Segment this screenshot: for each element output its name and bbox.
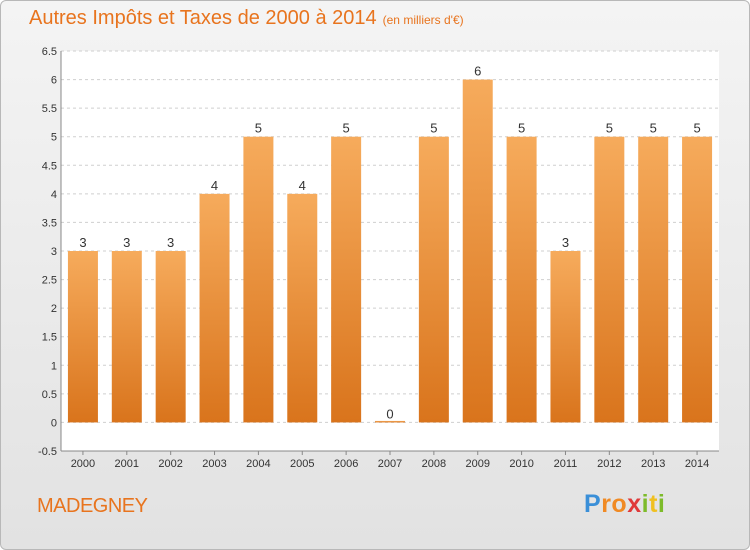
x-tick-label: 2013	[641, 458, 665, 470]
logo-letter: i	[657, 490, 666, 518]
x-tick-label: 2008	[422, 458, 446, 470]
x-tick-label: 2009	[465, 458, 489, 470]
bar	[287, 193, 318, 423]
y-tick-label: -0.5	[38, 446, 57, 458]
y-tick-label: 6.5	[42, 46, 57, 58]
chart-subtitle: (en milliers d'€)	[382, 13, 464, 27]
data-label: 5	[693, 121, 700, 136]
y-tick-label: 5.5	[42, 103, 57, 115]
data-label: 3	[562, 235, 569, 250]
y-tick-label: 1.5	[42, 332, 57, 344]
x-tick-label: 2010	[509, 458, 533, 470]
y-tick-label: 5	[51, 132, 57, 144]
y-tick-label: 2.5	[42, 275, 57, 287]
data-label: 0	[386, 406, 393, 421]
logo-letter: x	[627, 490, 642, 518]
logo-letter: P	[584, 490, 602, 518]
x-tick-label: 2000	[71, 458, 95, 470]
bar	[199, 193, 230, 423]
bar	[462, 79, 493, 423]
y-tick-label: 0	[51, 417, 57, 429]
logo-letter: i	[641, 490, 650, 518]
bar	[506, 136, 537, 423]
x-tick-label: 2004	[246, 458, 270, 470]
bar	[243, 136, 274, 423]
data-label: 3	[167, 235, 174, 250]
proxiti-logo: Proxiti	[584, 490, 665, 519]
logo-letter: r	[601, 490, 612, 518]
x-tick-label: 2001	[115, 458, 139, 470]
bar	[638, 136, 669, 423]
y-tick-label: 4.5	[42, 160, 57, 172]
x-tick-label: 2005	[290, 458, 314, 470]
bar	[550, 251, 581, 423]
y-tick-label: 1	[51, 360, 57, 372]
data-label: 3	[79, 235, 86, 250]
data-label: 5	[255, 121, 262, 136]
y-tick-label: 4	[51, 189, 57, 201]
data-label: 5	[518, 121, 525, 136]
chart-title: Autres Impôts et Taxes de 2000 à 2014 (en…	[29, 7, 464, 30]
commune-name: MADEGNEY	[37, 495, 148, 517]
data-label: 6	[474, 64, 481, 79]
x-tick-label: 2011	[554, 458, 578, 470]
x-tick-label: 2012	[597, 458, 621, 470]
y-tick-label: 6	[51, 75, 57, 87]
data-label: 4	[299, 178, 306, 193]
logo-letter: o	[611, 490, 628, 518]
y-tick-label: 2	[51, 303, 57, 315]
data-label: 5	[606, 121, 613, 136]
x-tick-label: 2007	[378, 458, 402, 470]
x-tick-label: 2006	[334, 458, 358, 470]
bar	[331, 136, 362, 423]
x-tick-label: 2002	[158, 458, 182, 470]
data-label: 5	[430, 121, 437, 136]
y-tick-label: 3	[51, 246, 57, 258]
bar	[111, 251, 142, 423]
y-tick-label: 0.5	[42, 389, 57, 401]
x-tick-label: 2014	[685, 458, 709, 470]
data-label: 5	[650, 121, 657, 136]
logo-letter: t	[649, 490, 658, 518]
bar	[375, 420, 405, 423]
data-label: 5	[343, 121, 350, 136]
bar	[418, 136, 449, 423]
bar	[682, 136, 713, 423]
data-label: 3	[123, 235, 130, 250]
bar	[67, 251, 98, 423]
bar	[155, 251, 186, 423]
data-label: 4	[211, 178, 218, 193]
bar	[594, 136, 625, 423]
y-tick-label: 3.5	[42, 217, 57, 229]
chart-title-text: Autres Impôts et Taxes de 2000 à 2014	[29, 7, 377, 29]
x-tick-label: 2003	[202, 458, 226, 470]
